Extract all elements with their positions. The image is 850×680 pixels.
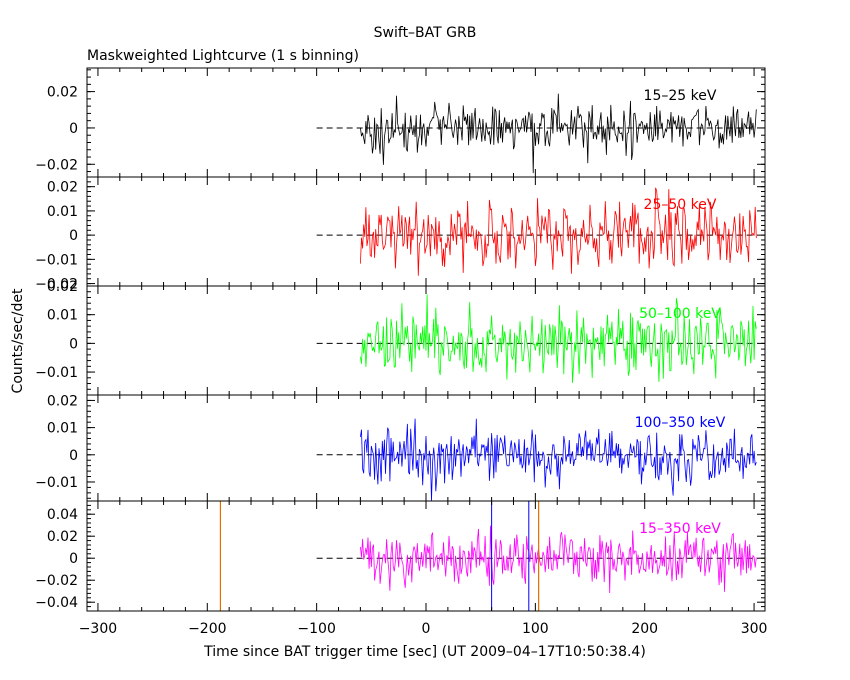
y-tick-label: −0.01	[35, 365, 78, 381]
x-tick-label: 300	[741, 621, 768, 637]
chart-title: Swift–BAT GRB	[374, 25, 477, 41]
energy-band-label: 15–25 keV	[644, 88, 717, 104]
y-tick-label: 0	[69, 121, 78, 137]
y-tick-label: 0	[69, 228, 78, 244]
panel-frame	[86, 394, 766, 502]
energy-band-label: 15–350 keV	[639, 521, 721, 537]
x-tick-label: −300	[79, 621, 117, 637]
y-tick-label: 0.02	[47, 85, 78, 101]
y-tick-label: 0	[69, 336, 78, 352]
y-tick-label: 0.02	[47, 393, 78, 409]
y-tick-label: −0.02	[35, 157, 78, 173]
y-tick-label: 0.02	[47, 279, 78, 295]
y-tick-label: −0.02	[35, 573, 78, 589]
plot-area: −0.02 0 0.02 15–25 keV −0.02 −0.01 0 0.01 0.02 25…	[35, 67, 768, 637]
series-line-2	[360, 187, 757, 276]
y-tick-label: 0.01	[47, 204, 78, 220]
y-tick-label: −0.02	[35, 277, 78, 293]
y-tick-label: 0.01	[47, 421, 78, 437]
x-tick-label: 100	[522, 621, 549, 637]
energy-band-label: 50–100 keV	[639, 306, 721, 322]
chart-subtitle: Maskweighted Lightcurve (1 s binning)	[87, 48, 359, 64]
x-axis-label: Time since BAT trigger time [sec] (UT 20…	[203, 644, 646, 660]
energy-band-label: 25–50 keV	[644, 197, 717, 213]
x-tick-label: −100	[297, 621, 335, 637]
y-tick-label: 0.04	[47, 507, 78, 523]
y-tick-label: 0.02	[47, 180, 78, 196]
panel-5: −0.04 −0.02 0 0.02 0.04 15–350 keV	[35, 500, 766, 612]
y-axis-label: Counts/sec/det	[10, 288, 26, 393]
energy-band-label: 100–350 keV	[635, 415, 726, 431]
series-line-3	[360, 294, 757, 383]
panel-frame	[86, 176, 766, 287]
x-tick-label: 0	[422, 621, 431, 637]
y-tick-label: −0.01	[35, 252, 78, 268]
y-tick-label: 0	[69, 551, 78, 567]
panel-3: −0.01 0 0.01 0.02 50–100 keV	[35, 279, 766, 396]
series-line-5	[360, 525, 757, 594]
panel-frame	[86, 67, 766, 178]
panel-4: −0.01 0 0.01 0.02 100–350 keV	[35, 393, 766, 502]
panel-2: −0.02 −0.01 0 0.01 0.02 25–50 keV	[35, 176, 766, 293]
y-tick-label: 0	[69, 448, 78, 464]
panel-1: −0.02 0 0.02 15–25 keV	[35, 67, 766, 178]
series-line-1	[360, 93, 757, 174]
y-tick-label: 0.01	[47, 308, 78, 324]
series-line-4	[360, 418, 757, 502]
y-tick-label: −0.04	[35, 595, 78, 611]
y-tick-label: 0.02	[47, 529, 78, 545]
y-tick-label: −0.01	[35, 475, 78, 491]
x-tick-label: −200	[188, 621, 226, 637]
x-tick-label: 200	[631, 621, 658, 637]
